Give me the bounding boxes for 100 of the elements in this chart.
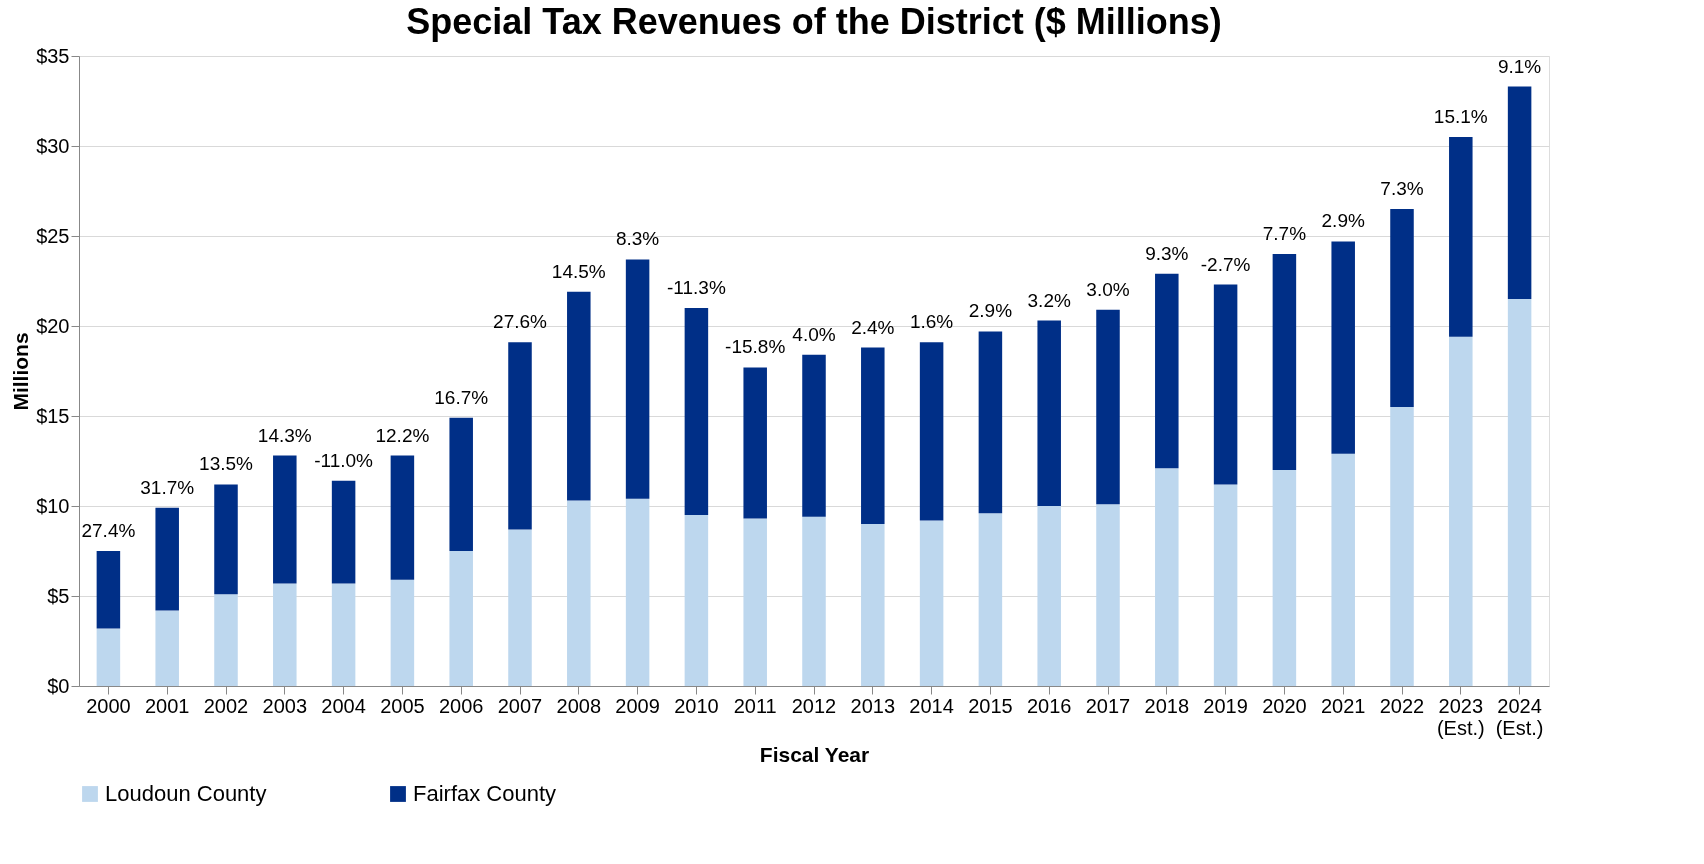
bar bbox=[684, 515, 709, 686]
bar bbox=[625, 498, 650, 686]
x-tick-label: 2001 bbox=[144, 694, 190, 717]
bar bbox=[155, 507, 179, 611]
x-tick-label: 2003 bbox=[262, 694, 308, 717]
legend-label: Fairfax County bbox=[413, 781, 557, 806]
bar bbox=[449, 551, 473, 686]
bar bbox=[449, 417, 473, 551]
y-tick-label: $5 bbox=[47, 584, 70, 607]
bar bbox=[1096, 504, 1120, 686]
bar bbox=[1272, 254, 1297, 470]
annotation: 7.3% bbox=[1380, 178, 1424, 199]
x-tick-label: 2002 bbox=[203, 694, 249, 717]
x-tick-label: 2021 bbox=[1320, 694, 1366, 717]
x-tick-label: 2000 bbox=[86, 694, 131, 717]
bar bbox=[1390, 209, 1414, 407]
bar bbox=[508, 342, 532, 530]
bar bbox=[96, 628, 121, 686]
annotation: 15.1% bbox=[1433, 106, 1488, 127]
x-tick-label: 2023 (Est.) bbox=[1436, 694, 1485, 739]
y-tick-label: $15 bbox=[36, 404, 70, 427]
bar bbox=[390, 455, 415, 580]
bar bbox=[567, 500, 591, 686]
bar bbox=[802, 516, 826, 686]
y-tick-label: $20 bbox=[36, 314, 70, 337]
annotation: 13.5% bbox=[199, 453, 254, 475]
bar bbox=[273, 583, 297, 686]
annotation: 7.7% bbox=[1262, 223, 1307, 244]
bar bbox=[743, 518, 767, 686]
bar bbox=[625, 259, 650, 499]
annotation: 14.3% bbox=[257, 424, 312, 446]
x-tick-label: 2019 bbox=[1203, 694, 1248, 717]
annotation: 12.2% bbox=[375, 424, 430, 446]
bar bbox=[96, 551, 121, 629]
bar bbox=[1507, 299, 1532, 686]
x-axis-title: Fiscal Year bbox=[759, 742, 870, 766]
bar bbox=[1037, 320, 1061, 506]
annotation: 2.4% bbox=[851, 316, 895, 338]
bar bbox=[508, 529, 532, 686]
bar bbox=[1037, 506, 1061, 686]
x-tick-label: 2017 bbox=[1085, 694, 1131, 717]
bar bbox=[919, 342, 944, 521]
annotation: 1.6% bbox=[909, 311, 954, 333]
bar bbox=[919, 520, 944, 686]
x-tick-label: 2014 bbox=[909, 694, 954, 717]
bar bbox=[1096, 309, 1120, 505]
x-tick-label: 2005 bbox=[380, 694, 425, 717]
x-tick-label: 2010 bbox=[674, 694, 719, 717]
bar bbox=[1507, 86, 1532, 299]
legend-label: Loudoun County bbox=[105, 781, 267, 806]
bar bbox=[214, 594, 238, 686]
annotation: 14.5% bbox=[551, 260, 606, 282]
x-tick-label: 2007 bbox=[497, 694, 543, 717]
x-tick-label: 2020 bbox=[1262, 694, 1307, 717]
bar bbox=[1155, 468, 1179, 686]
annotation: -11.0% bbox=[314, 449, 374, 471]
annotation: 4.0% bbox=[792, 323, 836, 345]
annotation: 3.2% bbox=[1027, 289, 1071, 311]
y-tick-label: $35 bbox=[36, 44, 70, 67]
bar bbox=[861, 347, 885, 524]
bar bbox=[567, 291, 591, 501]
annotation: 31.7% bbox=[140, 476, 195, 498]
x-tick-label: 2018 bbox=[1144, 694, 1190, 717]
x-tick-label: 2013 bbox=[850, 694, 896, 717]
x-tick-label: 2024 (Est.) bbox=[1495, 694, 1544, 739]
bar bbox=[802, 354, 826, 517]
chart-title: Special Tax Revenues of the District ($ Millions) bbox=[406, 1, 1222, 42]
annotation: 3.0% bbox=[1086, 278, 1130, 300]
y-tick-label: $25 bbox=[36, 224, 70, 247]
bar bbox=[390, 579, 415, 686]
x-tick-label: 2008 bbox=[556, 694, 602, 717]
bar bbox=[155, 610, 179, 686]
x-tick-label: 2022 bbox=[1379, 694, 1425, 717]
bar bbox=[1155, 273, 1179, 469]
bar bbox=[1449, 137, 1473, 337]
y-tick-label: $0 bbox=[47, 674, 70, 697]
bar bbox=[978, 513, 1003, 686]
bar bbox=[1331, 453, 1355, 686]
bar bbox=[273, 455, 297, 584]
bar bbox=[1272, 470, 1297, 686]
x-tick-label: 2016 bbox=[1026, 694, 1072, 717]
annotation: -15.8% bbox=[725, 336, 786, 358]
y-tick-label: $10 bbox=[36, 494, 70, 517]
bar bbox=[214, 484, 238, 595]
bar bbox=[978, 331, 1003, 514]
y-tick-label: $30 bbox=[36, 134, 70, 157]
bar bbox=[1331, 241, 1355, 454]
annotation: 27.6% bbox=[493, 311, 548, 333]
bar bbox=[684, 308, 709, 515]
bar bbox=[1213, 484, 1238, 686]
annotation: 2.9% bbox=[968, 300, 1013, 322]
bar bbox=[1449, 336, 1473, 686]
bar bbox=[1213, 284, 1238, 485]
x-tick-label: 2011 bbox=[733, 694, 777, 717]
x-tick-label: 2006 bbox=[438, 694, 484, 717]
annotation: 2.9% bbox=[1321, 210, 1365, 232]
x-tick-label: 2012 bbox=[791, 694, 837, 717]
y-axis-title: Millions bbox=[9, 332, 33, 411]
bar bbox=[331, 480, 356, 584]
annotation: -11.3% bbox=[667, 277, 726, 298]
